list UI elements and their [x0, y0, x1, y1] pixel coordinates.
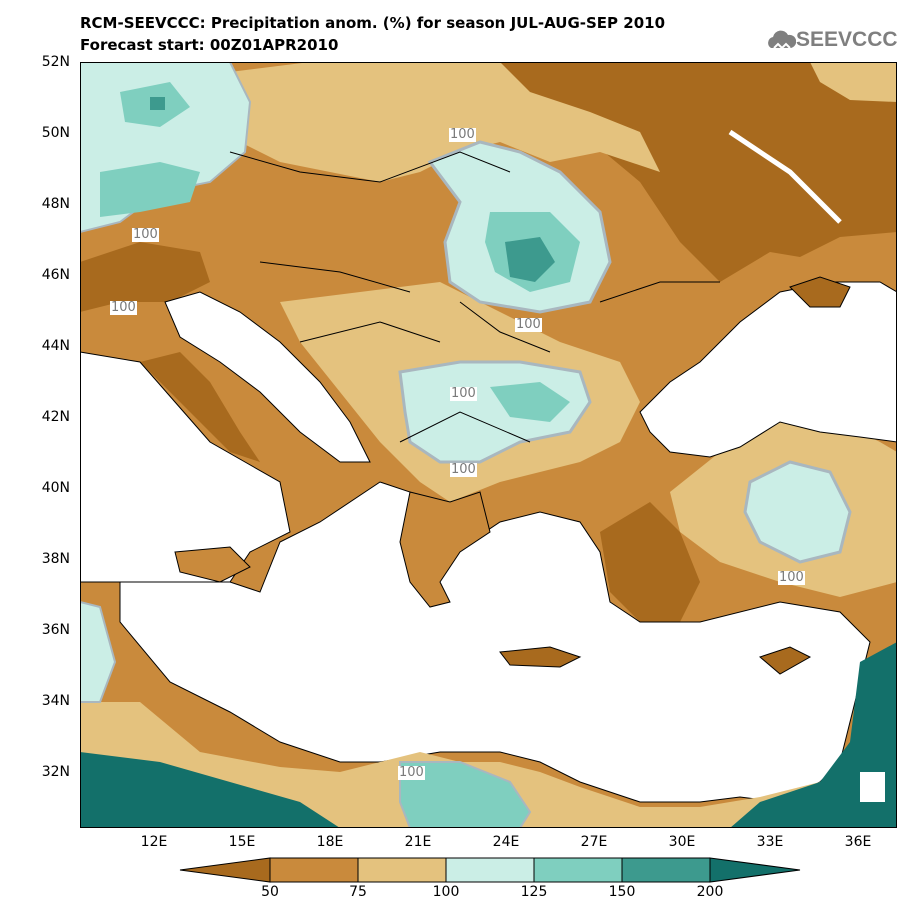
lat-label-34n: 34N [41, 693, 70, 709]
wet-zone-bulgaria-mid [490, 382, 570, 422]
contour-label: 100 [515, 317, 542, 332]
lon-label-24e: 24E [492, 834, 520, 850]
cloud-icon [768, 30, 796, 50]
black-sea [639, 281, 897, 458]
dry-zone-italy [140, 352, 260, 462]
contour-label: 100 [398, 765, 425, 780]
light-dry-zone-northeast [810, 62, 897, 102]
wet-zone-levant [730, 642, 897, 828]
colorbar-label-150: 150 [608, 884, 636, 900]
lat-label-44n: 44N [41, 338, 70, 354]
wet-zone-libya-west [80, 752, 340, 828]
lon-label-33e: 33E [756, 834, 784, 850]
lon-label-30e: 30E [668, 834, 696, 850]
lat-label-48n: 48N [41, 196, 70, 212]
map-title: RCM-SEEVCCC: Precipitation anom. (%) for… [80, 14, 665, 32]
sicily [174, 546, 251, 583]
contour-label: 100 [450, 462, 477, 477]
contour-label: 100 [110, 300, 137, 315]
map-frame [80, 62, 897, 828]
precipitation-anomaly-map [80, 62, 897, 828]
wet-core-carpathians [505, 237, 555, 282]
dry-zone-alps [80, 242, 210, 312]
colorbar-bin-50-75 [269, 857, 359, 883]
lat-label-38n: 38N [41, 551, 70, 567]
dry-zone-west-anatolia [600, 502, 700, 622]
wet-zone-tunisia [80, 600, 117, 703]
lat-label-42n: 42N [41, 409, 70, 425]
colorbar-bin-75-100 [357, 857, 447, 883]
lat-label-50n: 50N [41, 125, 70, 141]
contour-label: 100 [778, 570, 805, 585]
wet-zone-germany-mid [100, 162, 200, 217]
lon-label-36e: 36E [844, 834, 872, 850]
wet-zone-anatolia [743, 460, 852, 564]
lon-label-12e: 12E [140, 834, 168, 850]
seevccc-logo: SEEVCCC [766, 22, 906, 58]
lat-label-32n: 32N [41, 764, 70, 780]
crimea [789, 276, 851, 308]
colorbar-bin-100-125 [445, 857, 535, 883]
logo-text: SEEVCCC [796, 28, 898, 51]
missing-data-block [860, 772, 885, 802]
lon-label-15e: 15E [228, 834, 256, 850]
country-borders [229, 151, 720, 443]
colorbar-bin-125-150 [533, 857, 623, 883]
contour-label: 100 [132, 227, 159, 242]
lon-label-18e: 18E [316, 834, 344, 850]
colorbar-label-75: 75 [349, 884, 367, 900]
lon-label-27e: 27E [580, 834, 608, 850]
lon-label-21e: 21E [404, 834, 432, 850]
colorbar [179, 857, 801, 883]
lat-label-36n: 36N [41, 622, 70, 638]
cyprus [759, 646, 812, 675]
lat-label-52n: 52N [41, 54, 70, 70]
colorbar-label-125: 125 [520, 884, 548, 900]
colorbar-label-200: 200 [696, 884, 724, 900]
contour-label: 100 [450, 386, 477, 401]
forecast-start-label: Forecast start: 00Z01APR2010 [80, 36, 339, 54]
reservoir-shape [728, 129, 842, 224]
tyrrhenian-sea [80, 351, 291, 583]
colorbar-bin-150-200 [621, 857, 711, 883]
lat-label-40n: 40N [41, 480, 70, 496]
wet-zone-cyrenaica [399, 761, 532, 828]
adriatic-sea [164, 291, 371, 463]
colorbar-bin-gt200 [709, 857, 801, 883]
lat-label-46n: 46N [41, 267, 70, 283]
colorbar-label-50: 50 [261, 884, 279, 900]
greece [399, 491, 491, 608]
contour-label: 100 [449, 127, 476, 142]
north-africa-coast [80, 682, 897, 828]
crete [499, 646, 582, 668]
colorbar-bin-lt50 [179, 857, 271, 883]
colorbar-label-100: 100 [432, 884, 460, 900]
light-dry-zone-central-europe [230, 62, 660, 182]
map-canvas [80, 62, 897, 828]
wet-core-germany [150, 97, 165, 110]
